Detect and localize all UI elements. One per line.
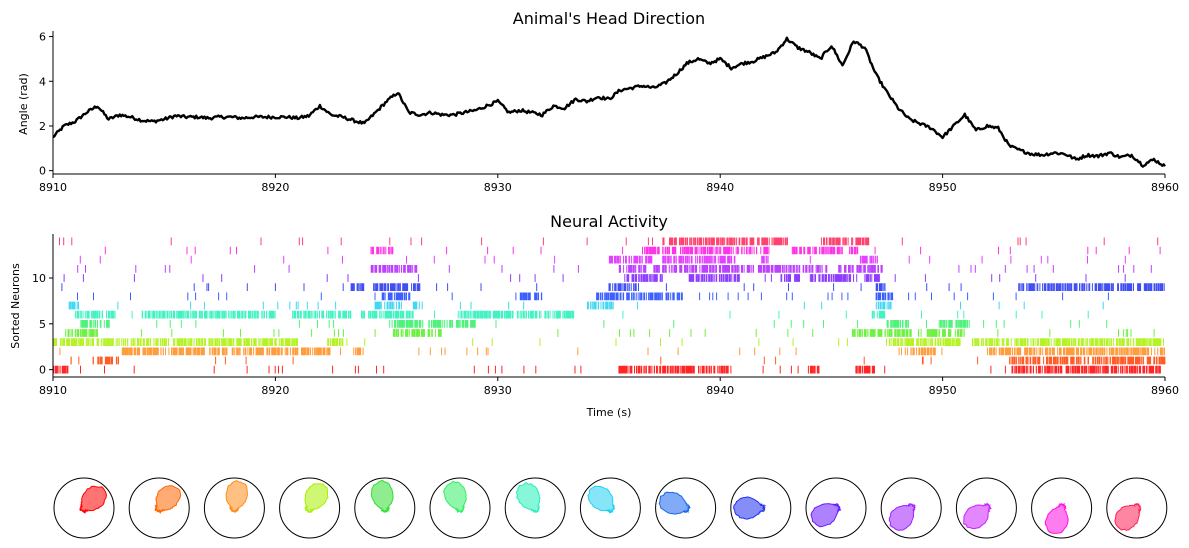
tuning-curve-0 xyxy=(53,477,115,539)
tuning-shape xyxy=(1044,502,1069,534)
neuron-row-5 xyxy=(80,320,1108,328)
spike-marks xyxy=(77,292,1109,301)
tuning-curve-14 xyxy=(1106,477,1168,539)
tuning-shape xyxy=(1114,502,1142,531)
head-direction-panel: Animal's Head Direction Angle (rad) 8910… xyxy=(17,9,1179,194)
tuning-shape xyxy=(733,496,767,520)
tuning-shape xyxy=(370,479,394,514)
spike-marks xyxy=(104,246,1161,255)
neuron-row-8 xyxy=(77,292,1109,301)
spike-marks xyxy=(74,310,1089,319)
x-tick-label: 8910 xyxy=(39,181,67,194)
tuning-curve-9 xyxy=(730,477,792,539)
spike-marks xyxy=(61,283,1165,291)
head-direction-title: Animal's Head Direction xyxy=(513,9,705,28)
x-tick-label: 8920 xyxy=(261,384,289,397)
tuning-shape xyxy=(587,485,616,514)
neuron-row-6 xyxy=(74,310,1089,319)
tuning-curve-2 xyxy=(203,477,265,539)
tuning-shape xyxy=(515,481,541,514)
x-tick-label: 8930 xyxy=(484,384,512,397)
y-tick-label: 10 xyxy=(32,272,46,285)
head-direction-ylabel: Angle (rad) xyxy=(17,73,30,135)
neural-activity-ticks: 8910 8920 8930 8940 8950 8960 0 5 10 xyxy=(32,272,1179,397)
tuning-curve-11 xyxy=(880,477,942,539)
neuron-row-11 xyxy=(77,265,1152,273)
tuning-shape xyxy=(79,485,108,514)
tuning-curve-12 xyxy=(955,477,1017,539)
x-tick-label: 8950 xyxy=(929,384,957,397)
neural-activity-xlabel: Time (s) xyxy=(586,406,632,419)
x-tick-label: 8960 xyxy=(1151,384,1179,397)
spike-marks xyxy=(80,320,1108,328)
x-tick-label: 8940 xyxy=(706,181,734,194)
neuron-row-10 xyxy=(63,274,1126,282)
x-tick-label: 8930 xyxy=(484,181,512,194)
spike-raster xyxy=(52,237,1166,374)
neural-activity-title: Neural Activity xyxy=(550,212,668,231)
neuron-row-12 xyxy=(79,255,1126,264)
tuning-curve-1 xyxy=(128,477,190,539)
tuning-curve-5 xyxy=(429,477,491,539)
y-tick-label: 4 xyxy=(39,75,46,88)
tuning-shape xyxy=(963,502,993,530)
tuning-curve-4 xyxy=(354,477,416,539)
tuning-curve-6 xyxy=(504,477,566,539)
tuning-curve-13 xyxy=(1031,477,1093,539)
spike-marks xyxy=(59,347,1165,356)
spike-marks xyxy=(79,255,1126,264)
tuning-curves-row xyxy=(53,477,1168,539)
tuning-curve-10 xyxy=(805,477,867,539)
x-tick-label: 8960 xyxy=(1151,181,1179,194)
y-tick-label: 5 xyxy=(39,318,46,331)
tuning-curve-3 xyxy=(279,477,341,539)
spike-marks xyxy=(59,237,1159,246)
spike-marks xyxy=(68,301,1104,310)
neuron-row-7 xyxy=(68,301,1104,310)
tuning-shape xyxy=(225,480,248,514)
neuron-row-4 xyxy=(65,329,1155,337)
neuron-row-14 xyxy=(59,237,1159,246)
x-tick-label: 8950 xyxy=(929,181,957,194)
y-tick-label: 0 xyxy=(39,165,46,178)
tuning-shape xyxy=(888,503,916,531)
x-tick-label: 8940 xyxy=(706,384,734,397)
tuning-curve-7 xyxy=(579,477,641,539)
neural-activity-panel: Neural Activity Sorted Neurons Time (s) … xyxy=(9,212,1179,419)
tuning-shape xyxy=(810,502,842,528)
y-tick-label: 2 xyxy=(39,120,46,133)
spike-marks xyxy=(52,338,1164,346)
neural-activity-ylabel: Sorted Neurons xyxy=(9,263,22,349)
x-tick-label: 8920 xyxy=(261,181,289,194)
neuron-row-0 xyxy=(52,365,1161,374)
neuron-row-13 xyxy=(104,246,1161,255)
neuron-row-2 xyxy=(59,347,1165,356)
x-tick-label: 8910 xyxy=(39,384,67,397)
tuning-shape xyxy=(658,491,692,515)
spike-marks xyxy=(65,329,1155,337)
tuning-shape xyxy=(154,485,182,514)
spike-marks xyxy=(77,265,1152,273)
y-tick-label: 0 xyxy=(39,364,46,377)
tuning-shape xyxy=(304,483,329,514)
tuning-shape xyxy=(443,480,467,514)
neuron-row-1 xyxy=(70,356,1166,365)
y-tick-label: 6 xyxy=(39,31,46,44)
spike-marks xyxy=(52,365,1161,374)
spike-marks xyxy=(63,274,1126,282)
tuning-curve-8 xyxy=(655,477,717,539)
neuron-row-9 xyxy=(61,283,1165,291)
head-direction-line xyxy=(52,36,1166,168)
head-direction-ticks: 8910 8920 8930 8940 8950 8960 0 2 4 6 xyxy=(39,31,1179,194)
neuron-row-3 xyxy=(52,338,1164,346)
spike-marks xyxy=(70,356,1166,365)
